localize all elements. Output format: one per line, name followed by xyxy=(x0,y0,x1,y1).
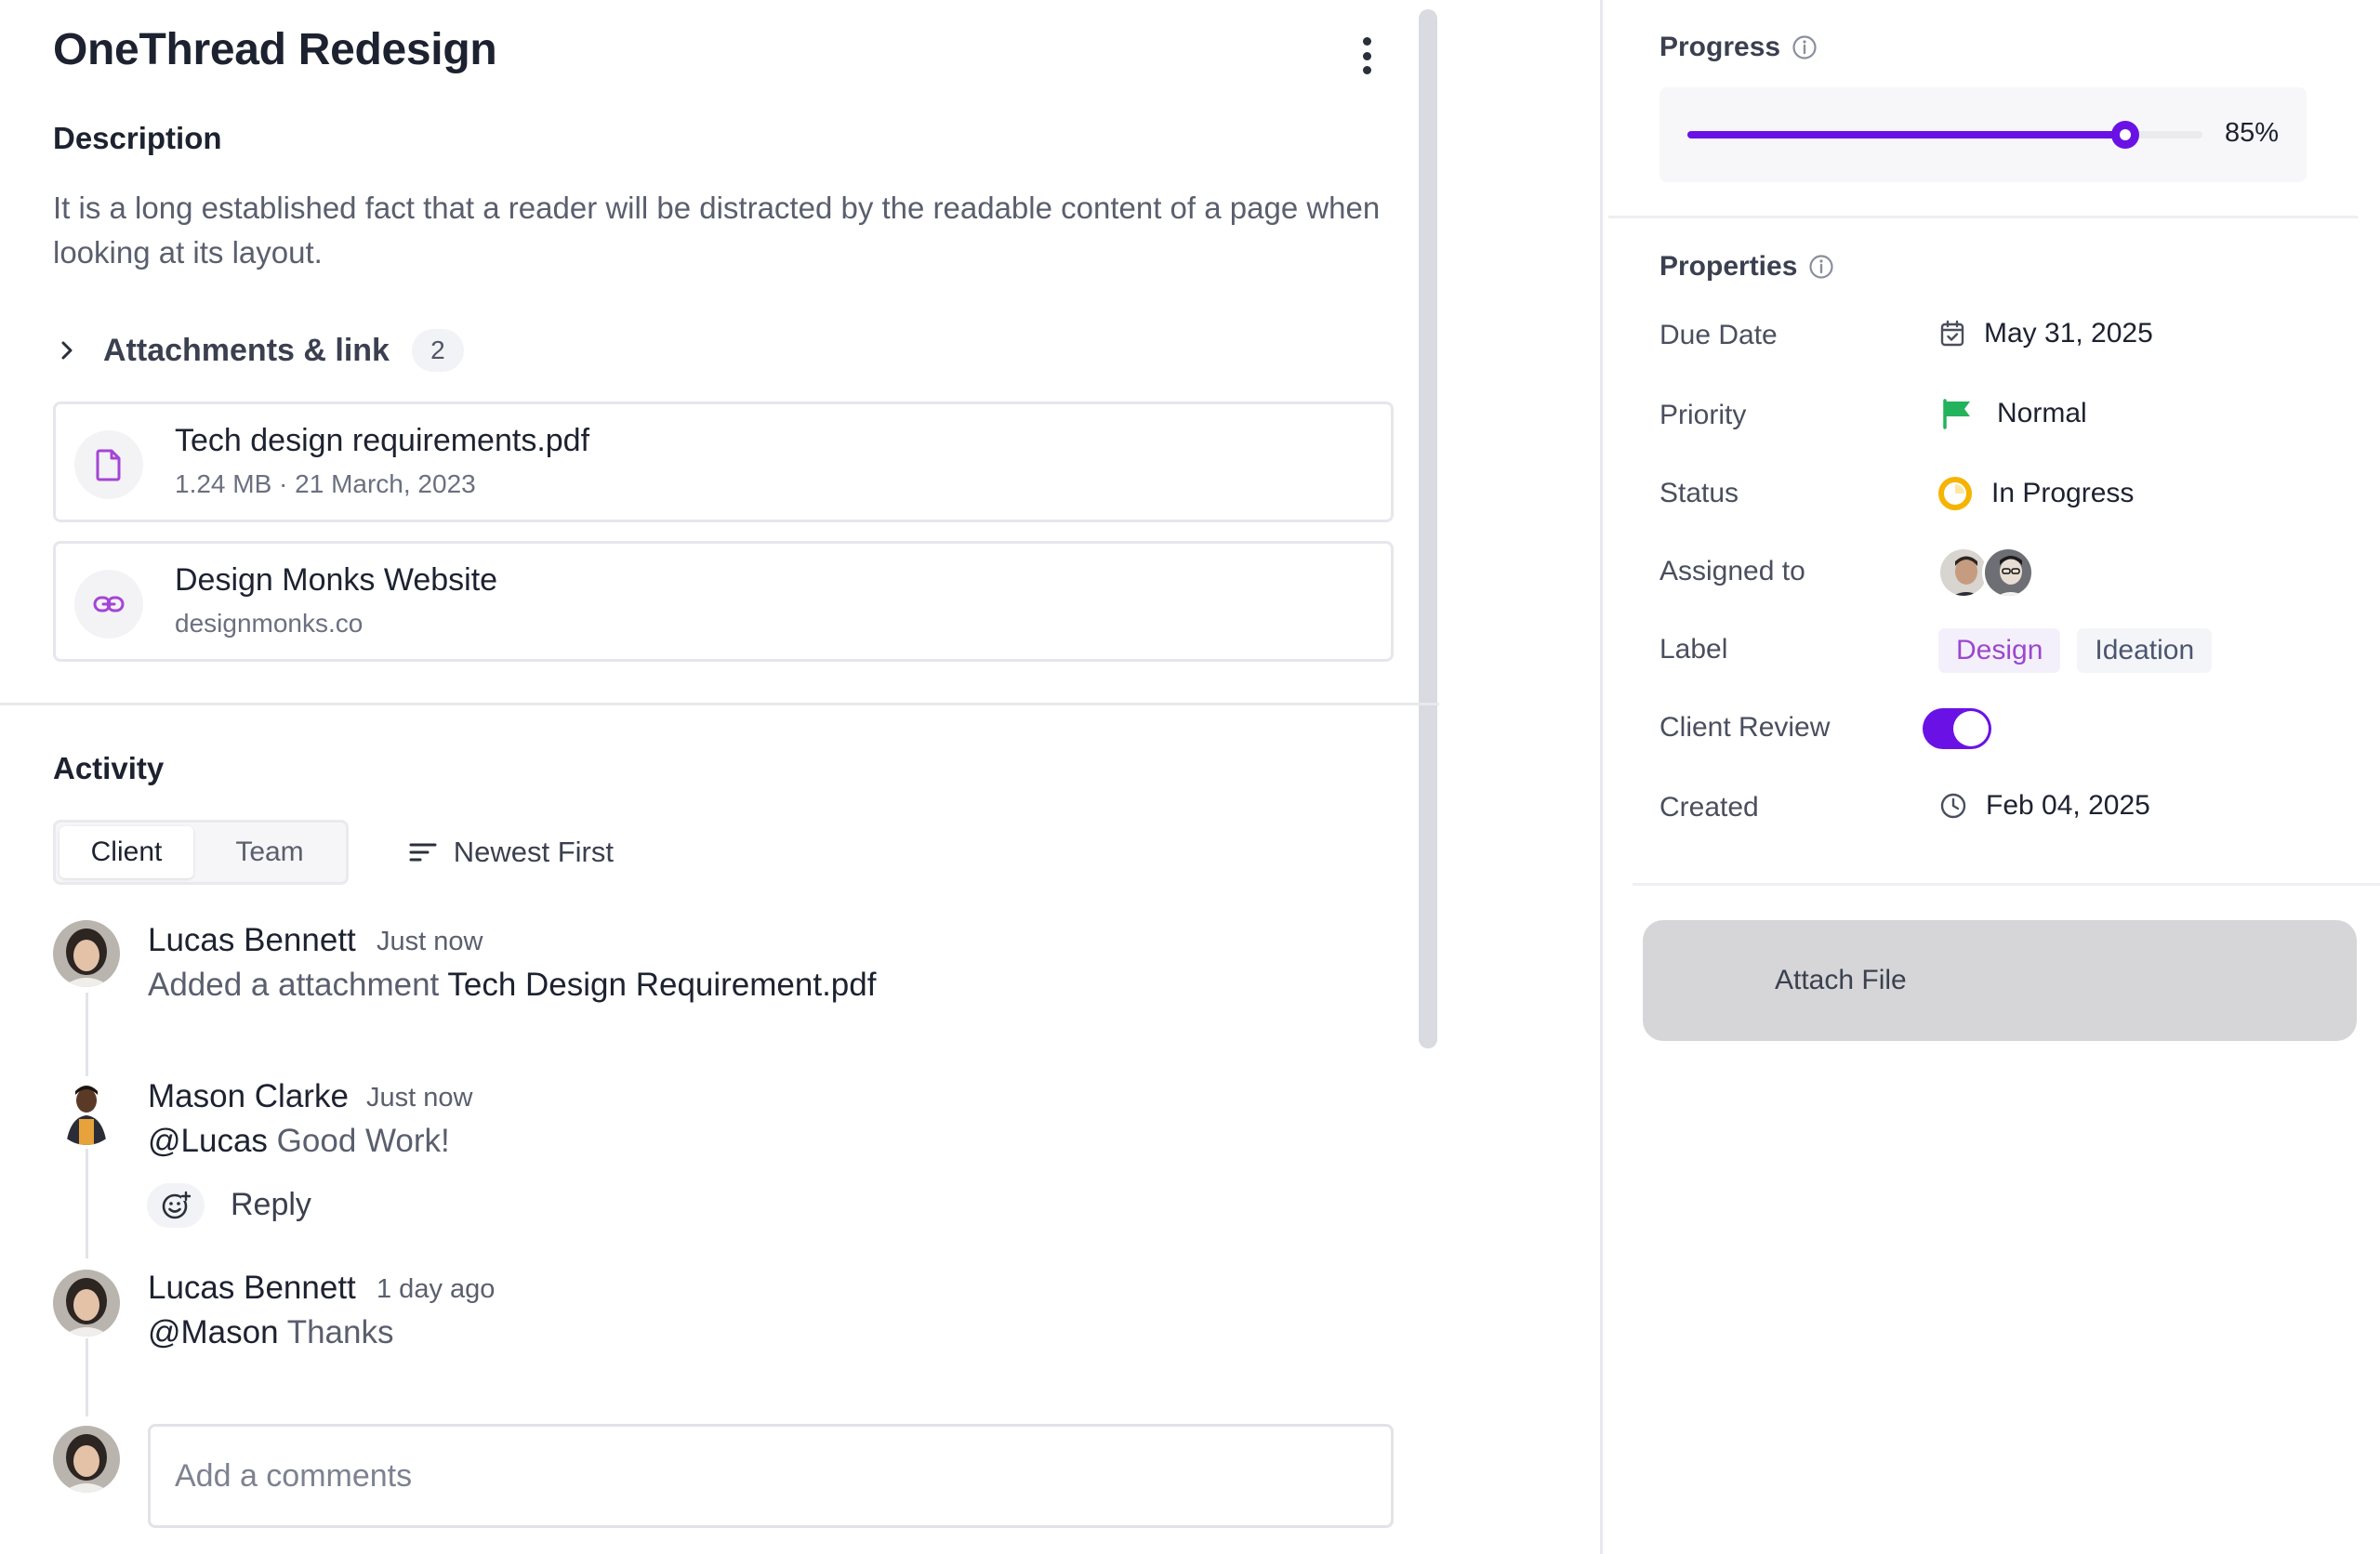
attachment-meta: designmonks.co xyxy=(175,609,364,638)
more-options-icon[interactable] xyxy=(1350,33,1383,78)
section-divider xyxy=(0,703,1439,705)
attach-file-button[interactable]: Attach File xyxy=(1643,920,2357,1041)
priority-value[interactable]: Normal xyxy=(1941,398,2087,429)
comment-author[interactable]: Mason Clarke xyxy=(148,1078,349,1114)
assignee-avatars[interactable] xyxy=(1937,547,2036,599)
info-icon[interactable] xyxy=(1792,34,1818,60)
avatar[interactable] xyxy=(53,1078,120,1145)
attachment-meta: 1.24 MB · 21 March, 2023 xyxy=(175,469,476,498)
reply-button[interactable]: Reply xyxy=(231,1187,311,1222)
label-tags: Design Ideation xyxy=(1938,628,2213,673)
scrollbar[interactable] xyxy=(1419,9,1437,1048)
properties-label: Properties xyxy=(1659,251,1798,282)
mention[interactable]: @Lucas xyxy=(148,1123,268,1159)
calendar-icon xyxy=(1939,320,1965,348)
progress-fill xyxy=(1687,131,2125,138)
label-label: Label xyxy=(1659,634,1728,665)
avatar[interactable] xyxy=(53,920,120,987)
info-icon[interactable] xyxy=(1808,254,1834,280)
comment-author[interactable]: Lucas Bennett xyxy=(148,1270,356,1306)
attachments-header[interactable]: Attachments & link 2 xyxy=(53,327,464,374)
timeline-connector xyxy=(86,1149,88,1258)
progress-percent: 85% xyxy=(2225,118,2280,148)
timeline-connector xyxy=(86,1338,88,1416)
progress-container: 85% xyxy=(1659,87,2307,182)
attachment-name: Tech design requirements.pdf xyxy=(175,423,590,458)
description-heading: Description xyxy=(53,121,222,155)
flag-icon xyxy=(1941,398,1973,429)
sort-dropdown[interactable]: Newest First xyxy=(409,832,614,873)
chevron-right-icon[interactable] xyxy=(53,336,81,364)
comment-text: Added a attachment Tech Design Requireme… xyxy=(148,967,877,1003)
assigned-label: Assigned to xyxy=(1659,556,1805,586)
timeline-connector xyxy=(86,993,88,1076)
comment-input[interactable] xyxy=(148,1424,1394,1528)
activity-tabs: Client Team xyxy=(53,820,349,885)
task-detail-panel: OneThread Redesign Description It is a l… xyxy=(0,0,1603,1554)
client-review-toggle[interactable] xyxy=(1923,708,1991,749)
attachments-count-badge: 2 xyxy=(411,329,464,372)
progress-slider-thumb[interactable] xyxy=(2110,121,2139,149)
priority-label: Priority xyxy=(1659,400,1747,430)
current-user-avatar xyxy=(53,1426,120,1493)
avatar[interactable] xyxy=(53,1270,120,1337)
mention[interactable]: @Mason xyxy=(148,1314,279,1350)
progress-slider[interactable] xyxy=(1687,121,2202,149)
progress-heading: Progress xyxy=(1659,32,1818,63)
add-reaction-button[interactable] xyxy=(147,1183,205,1228)
section-divider xyxy=(1633,883,2380,886)
due-date-label: Due Date xyxy=(1659,320,1778,350)
page-title: OneThread Redesign xyxy=(53,25,497,74)
file-icon xyxy=(74,430,143,499)
tag-ideation[interactable]: Ideation xyxy=(2077,628,2213,673)
in-progress-status-icon xyxy=(1937,476,1973,511)
sort-label: Newest First xyxy=(453,836,614,868)
sort-icon xyxy=(409,843,437,862)
created-label: Created xyxy=(1659,792,1759,823)
properties-heading: Properties xyxy=(1659,251,1834,283)
comment-author[interactable]: Lucas Bennett xyxy=(148,922,356,958)
attachment-card-link[interactable]: Design Monks Website designmonks.co xyxy=(53,541,1394,662)
tag-design[interactable]: Design xyxy=(1938,628,2061,673)
description-text: It is a long established fact that a rea… xyxy=(53,191,1381,270)
attachment-name: Design Monks Website xyxy=(175,562,498,598)
comment-time: 1 day ago xyxy=(377,1274,496,1304)
link-icon xyxy=(74,570,143,639)
status-label: Status xyxy=(1659,478,1739,508)
smile-plus-icon xyxy=(162,1191,191,1219)
due-date-value[interactable]: May 31, 2025 xyxy=(1939,318,2153,349)
activity-heading: Activity xyxy=(53,751,165,785)
comment-time: Just now xyxy=(377,927,483,956)
section-divider xyxy=(1608,216,2358,218)
comment-time: Just now xyxy=(366,1083,473,1113)
progress-label: Progress xyxy=(1659,32,1781,62)
comment-text: @Mason Thanks xyxy=(148,1314,394,1350)
created-value: Feb 04, 2025 xyxy=(1939,790,2150,822)
comment-text: @Lucas Good Work! xyxy=(148,1123,450,1159)
clock-icon xyxy=(1939,792,1967,820)
assignee-avatar[interactable] xyxy=(1982,547,2034,599)
attachment-card-file[interactable]: Tech design requirements.pdf 1.24 MB · 2… xyxy=(53,402,1394,522)
attachments-label: Attachments & link xyxy=(103,332,390,368)
status-value[interactable]: In Progress xyxy=(1937,476,2134,511)
client-review-label: Client Review xyxy=(1659,712,1831,743)
attachment-link[interactable]: Tech Design Requirement.pdf xyxy=(447,967,877,1003)
tab-client[interactable]: Client xyxy=(60,826,193,878)
tab-team[interactable]: Team xyxy=(235,836,304,867)
